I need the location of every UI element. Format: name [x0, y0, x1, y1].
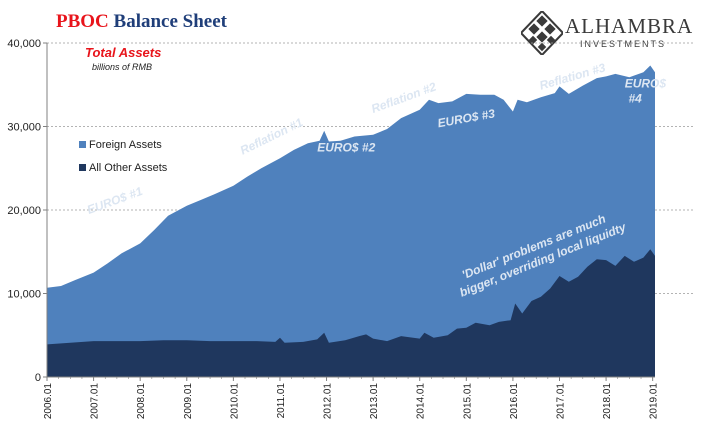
- x-tick-label: 2015.01: [462, 383, 473, 420]
- title-part-1: PBOC: [56, 11, 109, 32]
- area-foreign-assets: [47, 65, 655, 377]
- x-tick-label: 2011.01: [276, 383, 287, 419]
- x-tick-label: 2017.01: [555, 383, 566, 420]
- y-tick-label: 30,000: [7, 122, 41, 134]
- annotation-6: EURO$: [625, 76, 667, 90]
- x-tick-label: 2019.01: [649, 383, 660, 420]
- chart-title: Total Assets: [85, 45, 161, 60]
- y-tick-label: 20,000: [7, 205, 41, 217]
- y-tick-label: 40,000: [7, 38, 41, 50]
- x-tick-label: 2018.01: [602, 383, 613, 420]
- annotation-7: #4: [628, 91, 642, 105]
- chart-subtitle: billions of RMB: [92, 62, 152, 72]
- y-tick-label: 0: [35, 372, 41, 384]
- legend-label-1: All Other Assets: [89, 162, 168, 174]
- x-tick-label: 2010.01: [229, 383, 240, 420]
- page-title: PBOC Balance Sheet: [56, 11, 227, 33]
- x-tick-label: 2012.01: [323, 383, 334, 420]
- legend-swatch-1: [79, 164, 86, 171]
- x-tick-label: 2014.01: [416, 383, 427, 420]
- legend-label-0: Foreign Assets: [89, 139, 162, 151]
- y-tick-label: 10,000: [7, 289, 41, 301]
- x-tick-label: 2016.01: [509, 383, 520, 420]
- x-tick-label: 2008.01: [136, 383, 147, 420]
- annotation-0: EURO$ #1: [85, 184, 145, 217]
- area-all-other-assets: [47, 249, 655, 377]
- x-tick-label: 2013.01: [369, 383, 380, 420]
- logo-name: ALHAMBRA: [565, 14, 694, 38]
- logo-subtitle: INVESTMENTS: [580, 39, 667, 49]
- x-tick-label: 2006.01: [43, 383, 54, 420]
- alhambra-logo: ALHAMBRA INVESTMENTS: [521, 11, 701, 59]
- title-part-2: Balance Sheet: [113, 11, 227, 32]
- x-tick-label: 2007.01: [90, 383, 101, 420]
- legend-swatch-0: [79, 141, 86, 148]
- x-tick-label: 2009.01: [183, 383, 194, 420]
- annotation-2: EURO$ #2: [317, 141, 375, 155]
- diamond-logo-icon: [521, 11, 563, 55]
